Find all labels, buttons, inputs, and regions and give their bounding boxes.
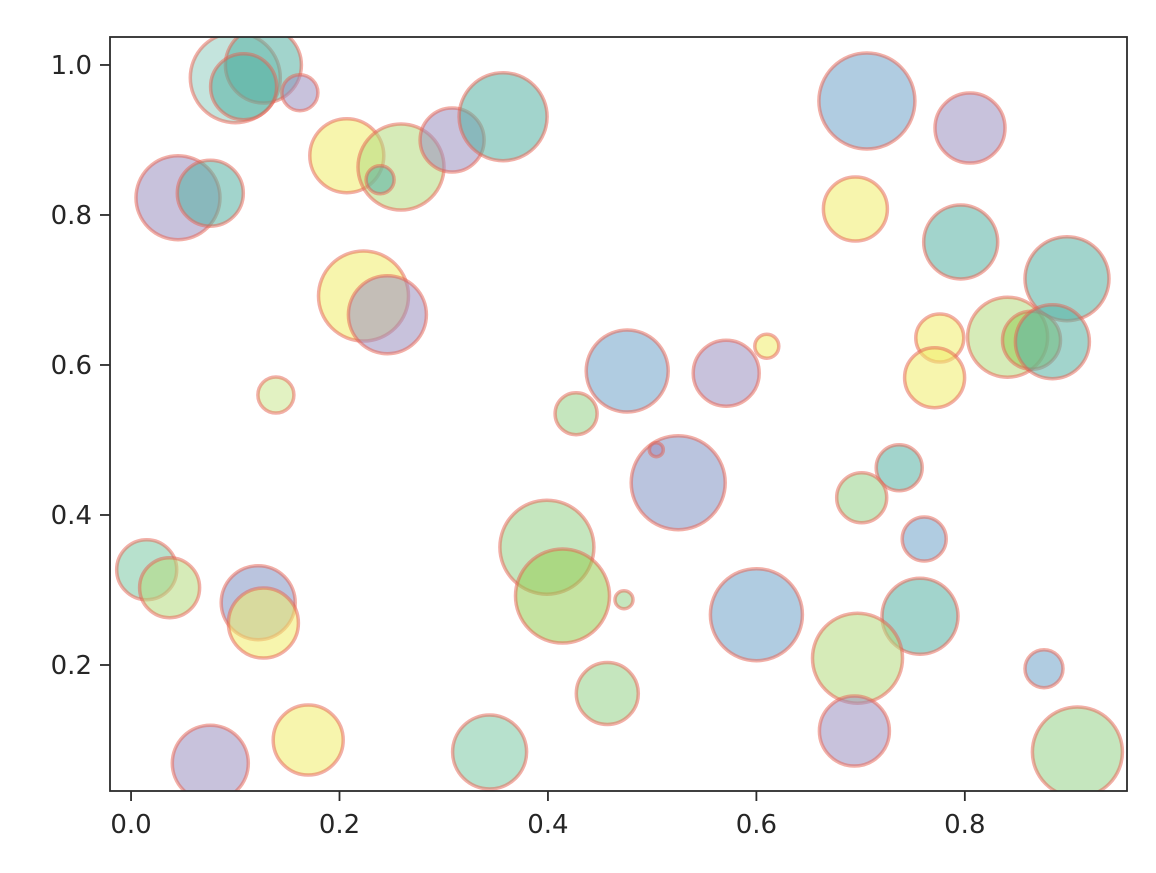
bubbles-layer [114,37,1125,791]
bubble [226,586,301,660]
x-axis: 0.0 0.2 0.4 0.6 0.8 [110,791,986,840]
bubble [1013,302,1092,381]
y-tick-label: 1.0 [51,51,92,81]
y-tick-label: 0.2 [51,651,92,681]
bubble [208,51,279,122]
bubble [137,555,202,620]
bubble [753,332,781,360]
x-tick-label: 0.0 [110,810,151,840]
y-tick-label: 0.4 [51,501,92,531]
bubble [691,338,761,408]
bubble [933,91,1007,165]
bubble [1023,647,1065,690]
bubble [629,433,727,532]
bubble [364,163,396,196]
y-tick-label: 0.8 [51,201,92,231]
bubble [1030,705,1125,791]
bubble [874,442,924,493]
bubble [553,390,599,437]
x-tick-label: 0.8 [944,810,985,840]
bubble [708,566,805,663]
y-tick-label: 0.6 [51,351,92,381]
bubble [271,703,345,777]
bubble [513,547,612,645]
bubble [346,273,429,356]
bubble [256,375,296,415]
bubble [810,611,905,705]
bubble [450,713,529,791]
x-tick-label: 0.4 [527,810,568,840]
bubble [584,328,670,414]
bubble [817,694,892,768]
bubble [900,515,948,563]
bubble [457,70,549,163]
bubble [647,440,666,459]
bubble [902,345,967,410]
x-tick-label: 0.2 [319,810,360,840]
bubble [817,51,917,151]
bubble [170,723,251,791]
axes-box [109,36,1128,792]
bubble [280,72,320,113]
bubble [821,175,890,243]
bubble [921,203,1000,281]
y-axis: 0.2 0.4 0.6 0.8 1.0 [51,51,110,681]
x-tick-label: 0.6 [736,810,777,840]
bubble [880,576,960,656]
bubble [834,470,889,525]
bubble [613,588,635,611]
bubble [574,660,641,727]
bubble [175,158,246,228]
